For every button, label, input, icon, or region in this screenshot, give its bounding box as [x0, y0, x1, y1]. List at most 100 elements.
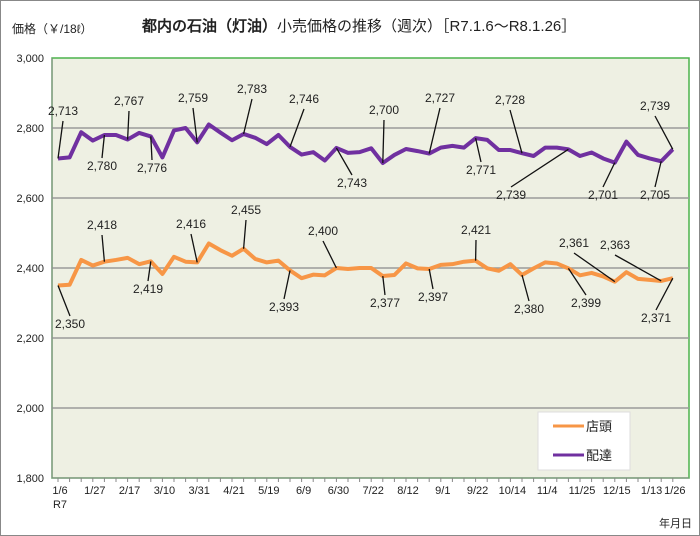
data-label: 2,377 — [370, 296, 400, 310]
leader-line — [150, 136, 153, 161]
series-line-0 — [57, 241, 674, 288]
data-label: 2,780 — [87, 159, 117, 173]
y-tick-label: 2,000 — [16, 403, 44, 415]
data-label: 2,739 — [496, 188, 526, 202]
leader-line — [510, 148, 569, 188]
data-label: 2,350 — [55, 317, 85, 331]
data-label: 2,743 — [337, 176, 367, 190]
leader-line — [654, 115, 674, 150]
leader-line — [101, 234, 106, 262]
x-tick-label: 10/14 — [499, 485, 527, 497]
leader-line — [192, 107, 198, 143]
x-tick-label: 3/31 — [188, 485, 209, 497]
data-label: 2,767 — [114, 94, 144, 108]
leader-line — [57, 285, 71, 317]
x-tick-label: 8/12 — [397, 485, 418, 497]
legend-label-storefront: 店頭 — [586, 419, 612, 434]
leader-line — [521, 274, 530, 302]
leader-line — [335, 147, 353, 176]
leader-line — [126, 110, 130, 140]
x-axis-label: 年月日 — [659, 516, 692, 530]
leader-line — [242, 98, 253, 135]
leader-line — [382, 275, 386, 296]
leader-line — [474, 138, 482, 163]
x-tick-label: 6/9 — [296, 485, 311, 497]
y-tick-label: 2,200 — [16, 333, 44, 345]
data-label: 2,421 — [461, 223, 491, 237]
leader-line — [283, 270, 291, 300]
y-axis-label: 価格（￥/18ℓ） — [12, 21, 93, 36]
leader-line — [322, 240, 337, 269]
leader-line — [289, 108, 305, 148]
data-label: 2,393 — [269, 300, 299, 314]
x-tick-label: 11/25 — [569, 485, 596, 497]
x-tick-label: 12/15 — [603, 485, 631, 497]
leader-line — [428, 107, 441, 154]
title-bold: 都内の石油（灯油） — [141, 17, 277, 35]
y-tick-label: 2,600 — [16, 193, 44, 205]
legend-box — [537, 411, 631, 471]
x-tick-label: 6/30 — [328, 485, 349, 497]
x-tick-label: 2/17 — [119, 485, 140, 497]
data-label: 2,700 — [369, 103, 399, 117]
leader-line — [655, 277, 674, 311]
x-tick-label: 9/22 — [467, 485, 488, 497]
data-label: 2,759 — [178, 91, 208, 105]
y-tick-label: 1,800 — [16, 473, 44, 485]
leader-line — [101, 134, 106, 159]
data-label: 2,739 — [640, 99, 670, 113]
x-tick-label: 11/4 — [537, 485, 558, 497]
leader-line — [614, 254, 662, 282]
data-label: 2,418 — [87, 218, 117, 232]
data-label: 2,419 — [133, 282, 163, 296]
data-label: 2,713 — [48, 104, 78, 118]
x-tick-label: 9/1 — [435, 485, 450, 497]
x-tick-label: 1/6 — [52, 485, 67, 497]
data-label: 2,363 — [600, 238, 630, 252]
data-label: 2,771 — [466, 163, 496, 177]
legend-label-delivery: 配達 — [586, 448, 612, 463]
data-label: 2,746 — [289, 92, 319, 106]
data-label: 2,397 — [418, 290, 448, 304]
x-tick-label: 5/19 — [258, 485, 279, 497]
leader-line — [654, 161, 662, 188]
y-tick-label: 2,800 — [16, 123, 44, 135]
data-label: 2,399 — [571, 296, 601, 310]
leader-line — [147, 261, 152, 282]
y-tick-label: 3,000 — [16, 53, 44, 65]
data-label: 2,371 — [641, 311, 671, 325]
data-label: 2,455 — [231, 203, 261, 217]
leader-line — [509, 109, 523, 154]
series-line-1 — [57, 122, 675, 165]
x-tick-label: 1/26 — [664, 485, 685, 497]
data-label: 2,701 — [588, 188, 618, 202]
leader-line — [242, 219, 247, 249]
data-label: 2,776 — [137, 161, 167, 175]
leader-line — [602, 162, 616, 188]
y-tick-label: 2,400 — [16, 263, 44, 275]
legend: 店頭 配達 — [537, 411, 631, 471]
x-era-label: R7 — [53, 499, 67, 511]
data-label: 2,361 — [559, 236, 589, 250]
leader-line — [57, 120, 64, 159]
leader-line — [190, 233, 198, 263]
x-tick-label: 1/27 — [84, 485, 105, 497]
x-tick-label: 7/22 — [362, 485, 383, 497]
data-label: 2,416 — [176, 217, 206, 231]
leader-line — [567, 267, 587, 296]
x-tick-label: 3/10 — [154, 485, 175, 497]
leader-line — [428, 268, 434, 290]
x-tick-label: 1/13 — [641, 485, 662, 497]
leader-line — [382, 119, 385, 164]
data-label: 2,705 — [640, 188, 670, 202]
data-label: 2,783 — [237, 82, 267, 96]
chart-title: 都内の石油（灯油）小売価格の推移（週次）［R7.1.6～R8.1.26］ — [141, 17, 576, 35]
leader-line — [573, 252, 616, 283]
data-label: 2,400 — [308, 224, 338, 238]
data-label: 2,727 — [425, 91, 455, 105]
data-label: 2,380 — [514, 302, 544, 316]
x-tick-label: 4/21 — [223, 485, 244, 497]
title-rest: 小売価格の推移（週次）［R7.1.6～R8.1.26］ — [277, 18, 576, 35]
